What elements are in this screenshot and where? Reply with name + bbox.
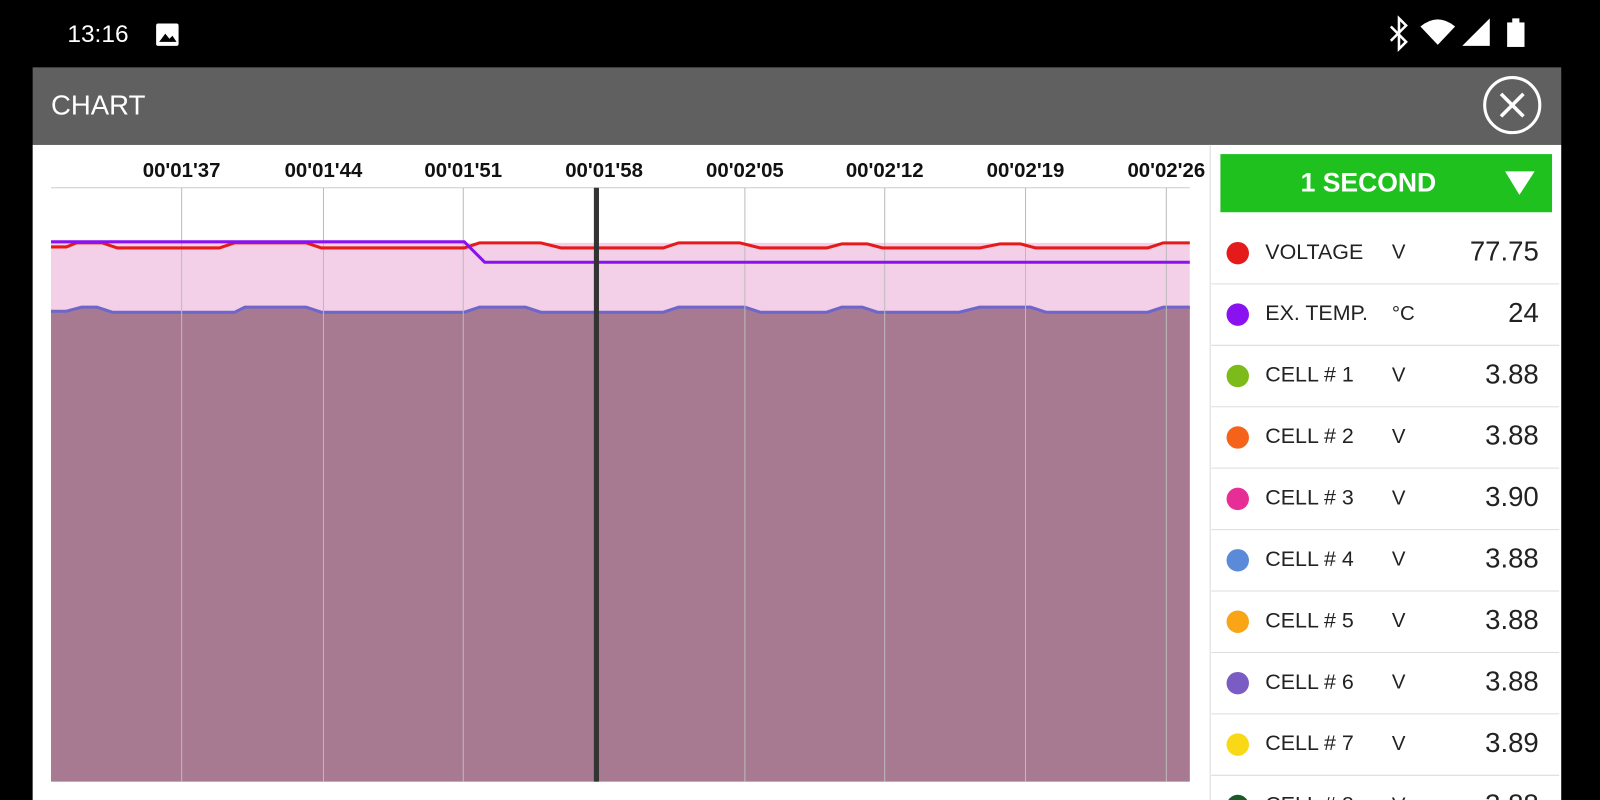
legend-unit: V: [1392, 426, 1406, 448]
legend-row: CELL # 8 V 3.88: [1228, 788, 1539, 800]
time-label: 00'02'12: [846, 160, 924, 182]
legend-value: 24: [1508, 297, 1539, 328]
voltage-line: [51, 241, 1190, 250]
legend-row: CELL # 3 V 3.90: [1211, 481, 1560, 531]
legend-value: 3.88: [1485, 788, 1539, 800]
legend-dot: [1226, 303, 1249, 326]
select-arrow: [1505, 171, 1535, 195]
cursor-line[interactable]: [593, 187, 599, 782]
legend-value: 3.88: [1485, 358, 1539, 389]
legend-row: CELL # 2 V 3.88: [1211, 420, 1560, 469]
cell-line: [51, 305, 1190, 314]
legend-row: CELL # 6 V 3.88: [1211, 665, 1560, 715]
legend-dot: [1226, 733, 1249, 756]
select-label: 1 SECOND: [1301, 168, 1437, 198]
legend-value: 3.88: [1485, 665, 1539, 696]
wifi-icon: [1420, 19, 1456, 45]
time-label: 00'01'58: [565, 160, 643, 182]
legend-name: CELL # 8: [1265, 793, 1353, 800]
legend-name: CELL # 4: [1265, 547, 1354, 571]
gallery-icon-inner: [159, 33, 177, 42]
time-label: 00'01'51: [424, 160, 502, 182]
legend-unit: V: [1392, 487, 1406, 509]
status-time: 13:16: [67, 21, 128, 48]
legend-unit: °C: [1392, 303, 1415, 325]
legend-unit: V: [1392, 549, 1406, 571]
legend-name: EX. TEMP.: [1265, 301, 1368, 325]
legend-dot: [1226, 549, 1249, 572]
interval-select[interactable]: 1 SECOND: [1220, 154, 1553, 213]
time-label: 00'02'26: [1127, 160, 1205, 182]
grid: [181, 187, 1167, 782]
legend-value: 3.89: [1485, 727, 1539, 758]
legend-row: CELL # 7 V 3.89: [1211, 727, 1560, 776]
time-label: 00'01'44: [285, 160, 363, 182]
legend-dot: [1226, 364, 1249, 388]
time-label: 00'02'19: [987, 160, 1065, 182]
legend-value: 3.88: [1485, 604, 1539, 635]
time-label: 00'02'05: [706, 160, 784, 182]
legend-value: 77.75: [1470, 235, 1539, 266]
gallery-icon: [156, 23, 179, 46]
legend-dot: [1226, 671, 1249, 695]
battery-tip: [1512, 18, 1520, 24]
legend-unit: V: [1392, 672, 1406, 694]
select-box: [1220, 154, 1553, 213]
close-circle: [1483, 76, 1542, 135]
legend-name: CELL # 2: [1265, 424, 1353, 448]
temp-line: [51, 240, 1190, 264]
legend-row: CELL # 1 V 3.88: [1211, 358, 1560, 408]
legend-value: 3.88: [1485, 543, 1539, 574]
legend-name: CELL # 3: [1265, 486, 1353, 510]
cell-area: [51, 307, 1190, 782]
legend-dot: [1226, 610, 1249, 633]
legend-row: VOLTAGE V 77.75: [1211, 235, 1560, 285]
legend-unit: V: [1392, 794, 1406, 800]
close-x: [1499, 92, 1525, 118]
legend-dot: [1226, 241, 1249, 265]
legend-value: 3.90: [1485, 481, 1539, 512]
header-title: CHART: [51, 89, 146, 120]
time-label: 00'01'37: [143, 160, 221, 182]
legend-dot: [1226, 487, 1249, 511]
legend-unit: V: [1392, 610, 1406, 632]
bluetooth-icon: [1389, 15, 1408, 53]
legend-dot: [1226, 426, 1249, 449]
legend-unit: V: [1392, 364, 1406, 386]
legend-unit: V: [1392, 242, 1406, 264]
header-bar: [32, 67, 1562, 145]
battery-icon: [1507, 22, 1525, 47]
legend-name: CELL # 5: [1265, 608, 1353, 632]
legend-value: 3.88: [1485, 420, 1539, 451]
legend-unit: V: [1392, 733, 1406, 755]
legend-row: CELL # 4 V 3.88: [1211, 543, 1560, 592]
legend-name: VOLTAGE: [1265, 240, 1363, 264]
legend-name: CELL # 6: [1265, 670, 1353, 694]
legend-row: CELL # 5 V 3.88: [1211, 604, 1560, 653]
legend-dot: [1228, 794, 1248, 800]
legend-name: CELL # 1: [1265, 363, 1353, 387]
legend-row: EX. TEMP. °C 24: [1211, 297, 1560, 346]
legend-name: CELL # 7: [1265, 731, 1353, 755]
close-button[interactable]: [1483, 76, 1542, 135]
time-labels: 00'01'37 00'01'44 00'01'51 00'01'58 00'02'05…: [143, 160, 1205, 182]
